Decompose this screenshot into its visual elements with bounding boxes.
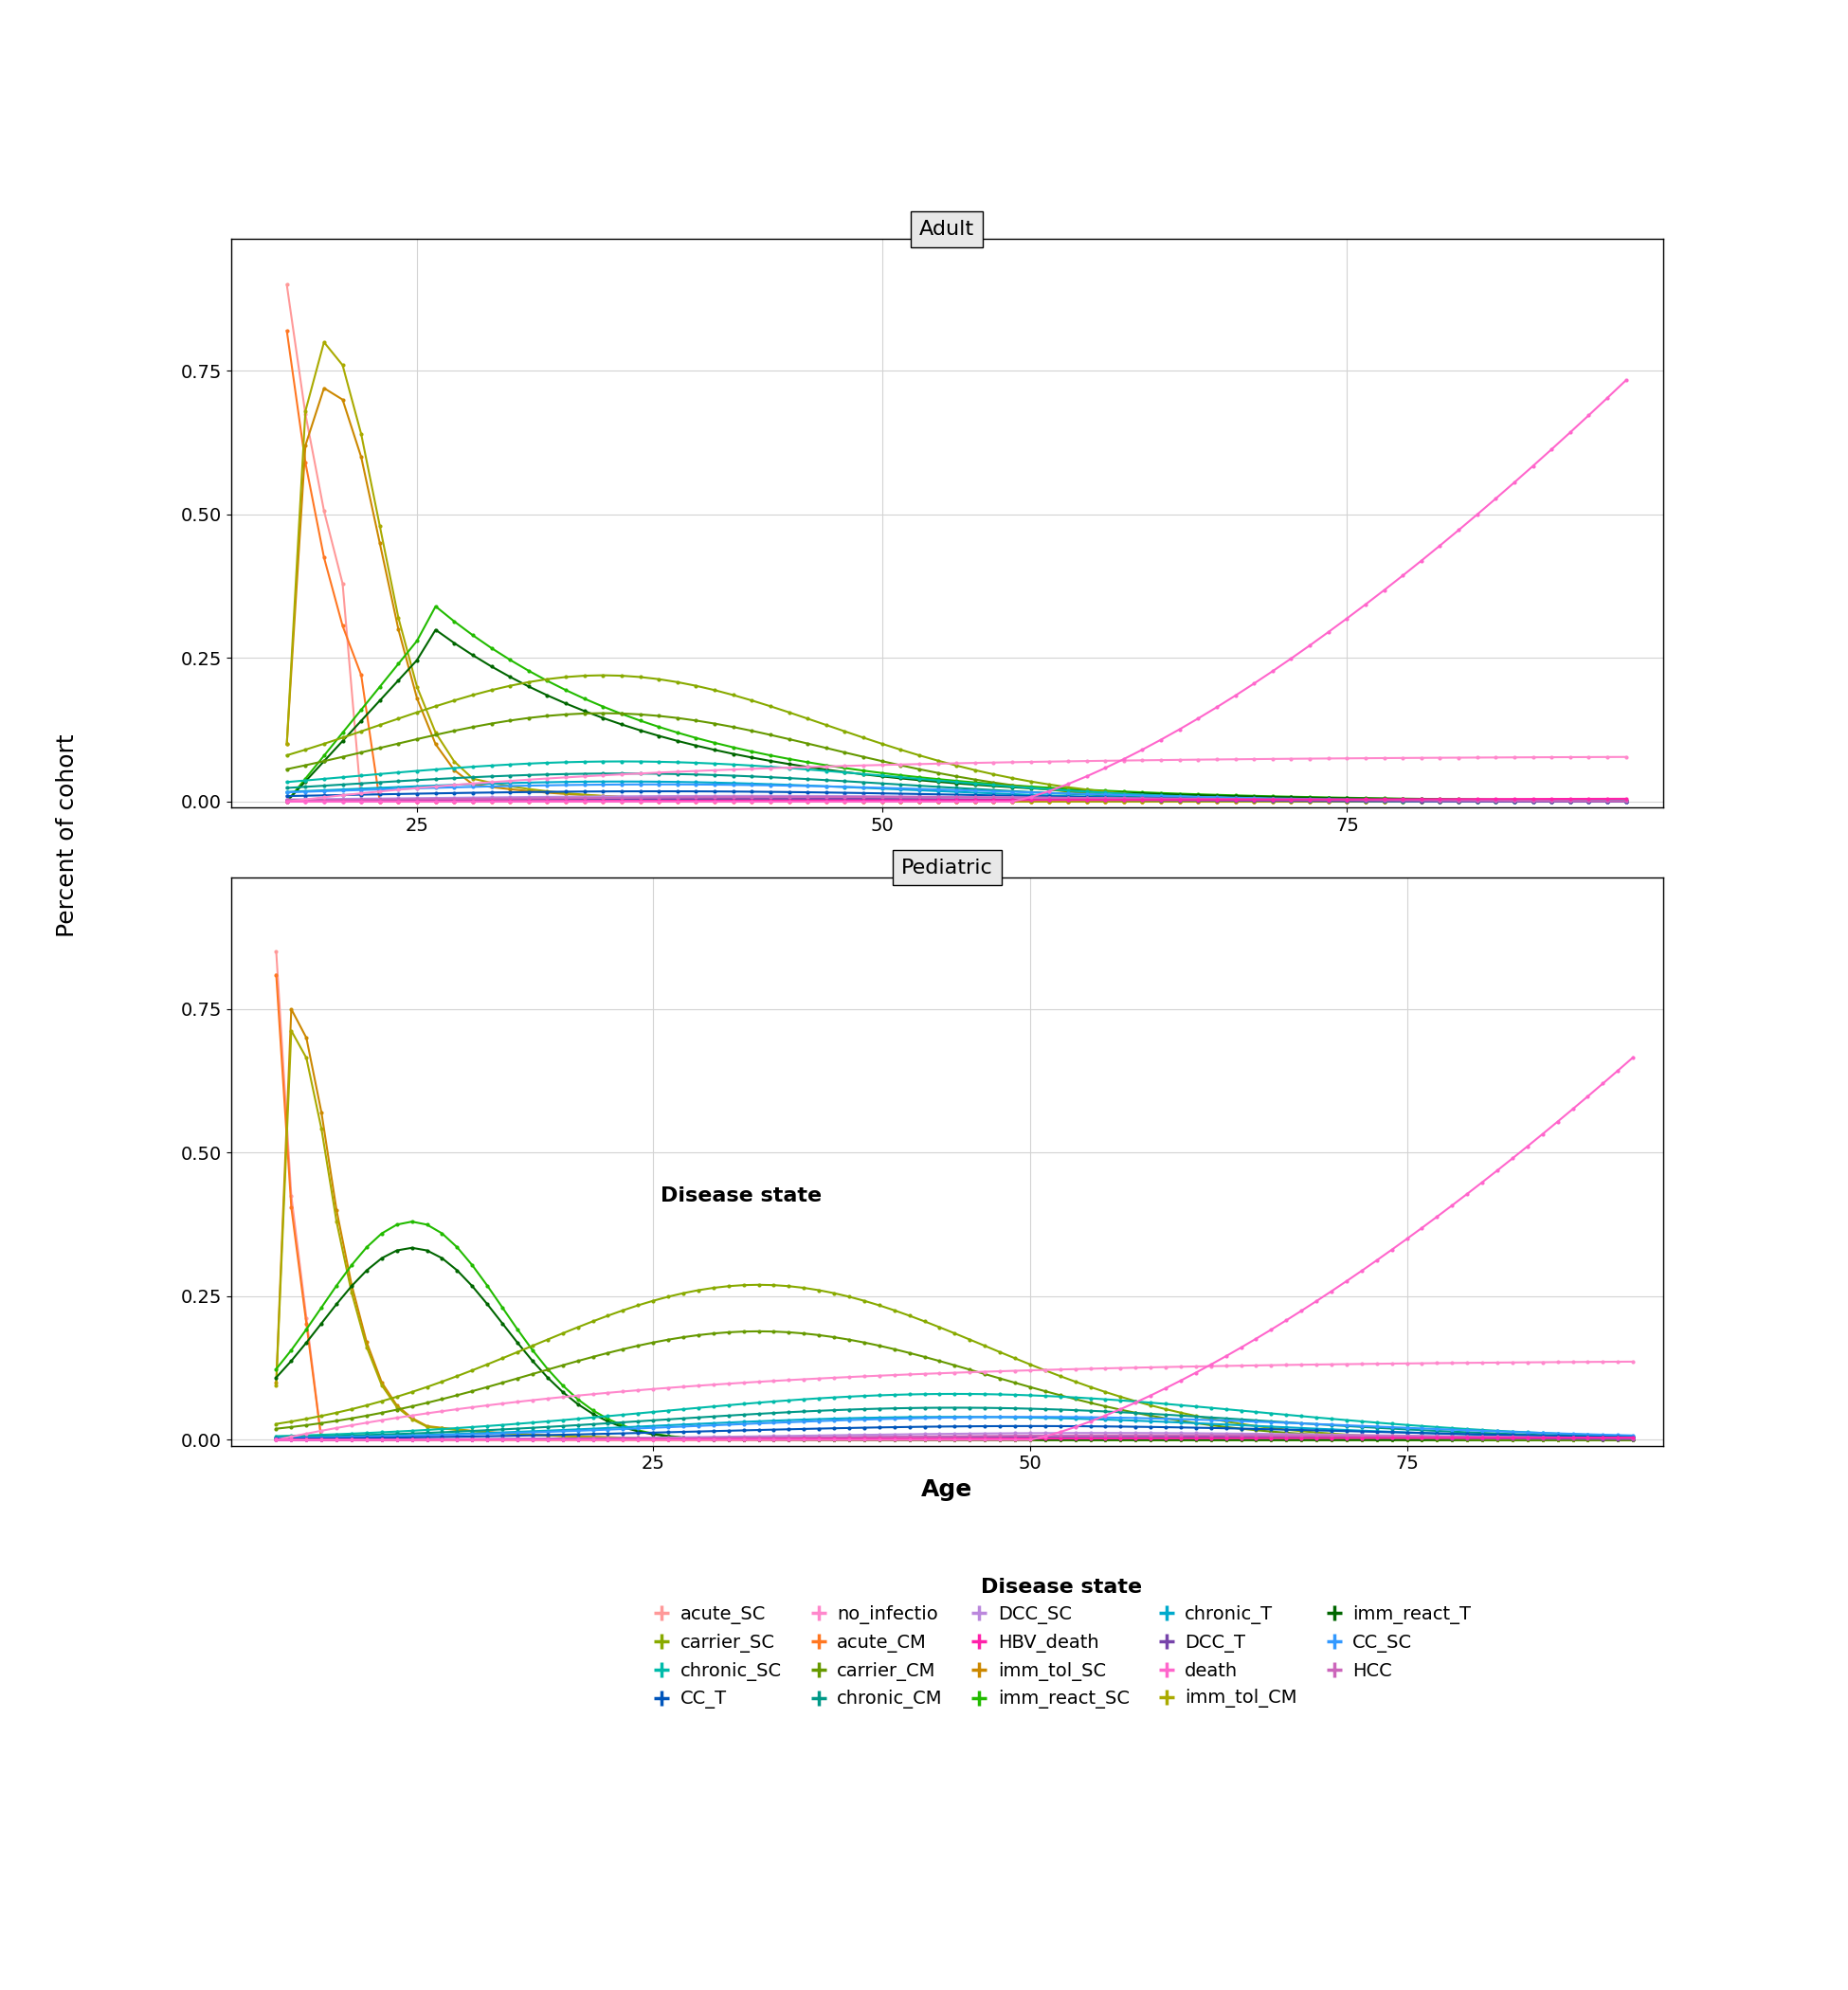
Legend: acute_SC, carrier_SC, chronic_SC, CC_T, no_infectio, acute_CM, carrier_CM, chron: acute_SC, carrier_SC, chronic_SC, CC_T, … xyxy=(643,1568,1480,1717)
Text: Percent of cohort: Percent of cohort xyxy=(55,734,78,937)
Title: Pediatric: Pediatric xyxy=(902,858,992,878)
X-axis label: Age: Age xyxy=(922,1479,972,1500)
Title: Adult: Adult xyxy=(920,219,974,239)
Text: Disease state: Disease state xyxy=(662,1186,822,1204)
